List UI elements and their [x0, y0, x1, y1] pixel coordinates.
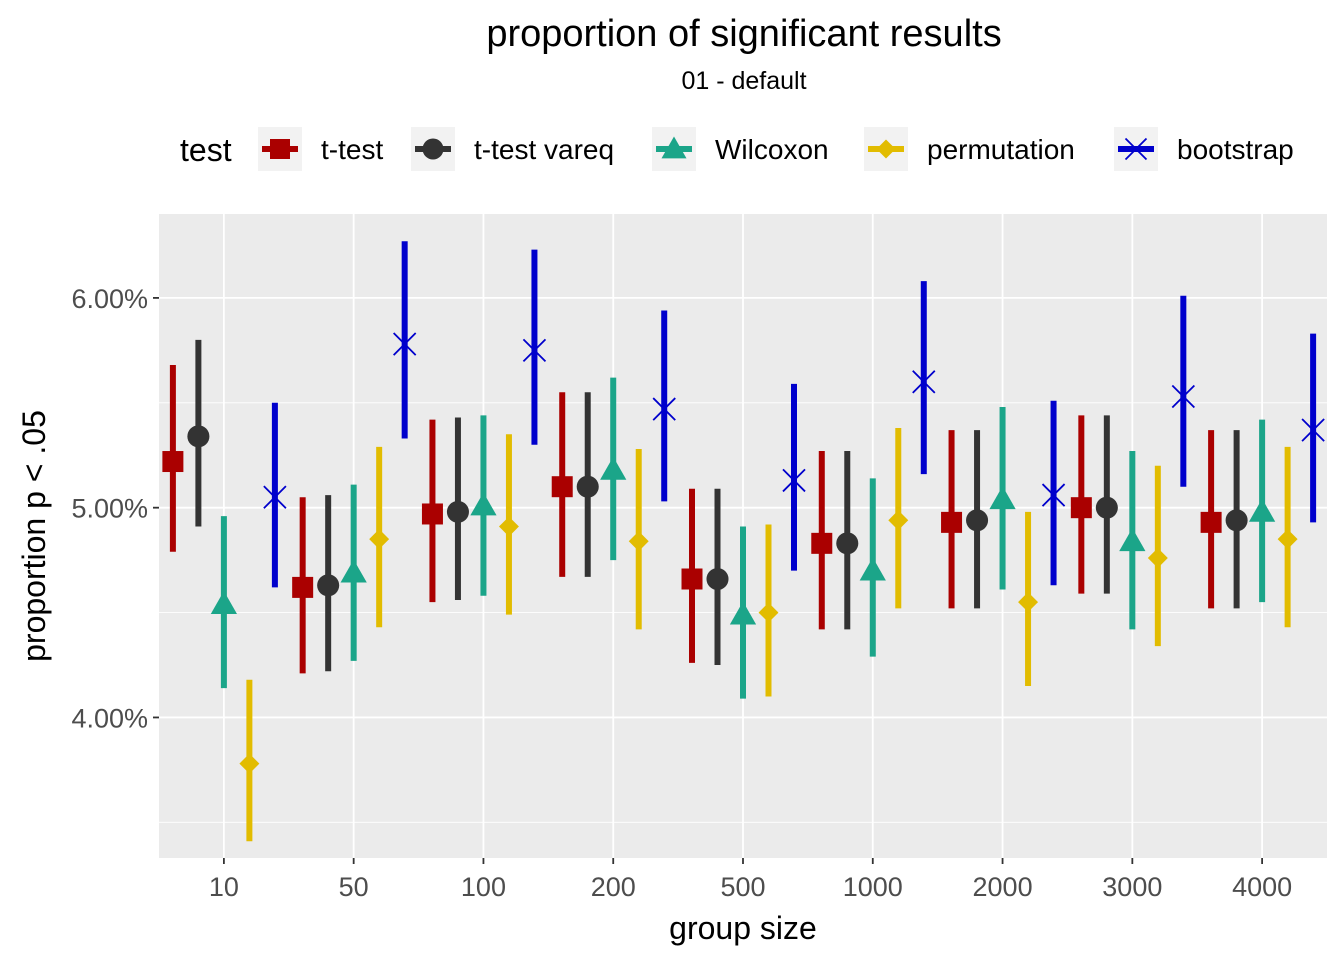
x-tick-label: 500 [720, 872, 765, 902]
legend-label: Wilcoxon [715, 134, 829, 165]
data-point [187, 425, 210, 448]
x-tick-label: 1000 [843, 872, 903, 902]
legend-item-bootstrap: bootstrap [1114, 127, 1294, 171]
data-point [729, 601, 757, 625]
legend-label: t-test vareq [474, 134, 614, 165]
legend-label: t-test [321, 134, 383, 165]
data-point [1301, 418, 1325, 442]
data-point [758, 602, 779, 623]
legend-item-permutation: permutation [864, 127, 1075, 171]
data-point [292, 576, 314, 598]
series-t-test [162, 365, 1222, 674]
legend-item-t-test: t-test [258, 127, 383, 171]
data-point [652, 397, 676, 421]
data-point [1277, 529, 1298, 550]
legend-key-marker [876, 139, 896, 159]
x-tick-label: 200 [591, 872, 636, 902]
y-tick-label: 5.00% [71, 494, 148, 524]
data-point [966, 509, 989, 532]
x-tick-label: 4000 [1232, 872, 1292, 902]
x-axis: 10 50 100 200 500 1000 2000 3000 4000 [209, 858, 1292, 902]
data-point [1248, 498, 1276, 522]
data-point [317, 574, 340, 597]
data-point [1041, 483, 1066, 507]
x-tick-label: 100 [461, 872, 506, 902]
data-point [941, 511, 963, 533]
data-point [1018, 592, 1039, 613]
y-tick-label: 6.00% [71, 284, 148, 314]
data-point [989, 486, 1016, 510]
legend-title: test [180, 132, 232, 168]
data-point [628, 531, 649, 552]
legend-key-marker [270, 139, 290, 159]
legend-label: bootstrap [1177, 134, 1294, 165]
data-point [210, 591, 238, 615]
data-point [782, 468, 806, 493]
x-tick-label: 10 [209, 872, 239, 902]
data-point [551, 476, 573, 498]
data-point [1171, 384, 1195, 409]
series-permutation [239, 427, 1298, 842]
legend-key-marker [422, 138, 444, 160]
x-tick-label: 2000 [973, 872, 1033, 902]
data-point [393, 332, 417, 356]
data-point [859, 557, 886, 581]
data-point [1095, 496, 1118, 519]
data-point [470, 492, 497, 516]
y-axis-title: proportion p < .05 [16, 410, 52, 662]
data-point [522, 338, 547, 363]
data-point [600, 456, 627, 480]
data-point [340, 559, 367, 583]
legend-key-marker [1124, 137, 1148, 161]
legend-label: permutation [927, 134, 1075, 165]
data-point [1119, 528, 1146, 552]
data-point [836, 532, 859, 555]
data-point [263, 485, 287, 509]
x-axis-title: group size [669, 910, 817, 946]
chart-subtitle: 01 - default [681, 67, 806, 95]
data-point [239, 753, 260, 774]
legend: test t-test t-test vareq Wilcoxon permutati… [180, 127, 1294, 171]
data-point [706, 567, 729, 591]
data-point [446, 500, 469, 523]
data-point [421, 503, 443, 525]
data-point [1147, 548, 1168, 569]
data-point [912, 370, 936, 394]
data-point [681, 568, 703, 590]
x-tick-label: 50 [339, 872, 369, 902]
y-tick-label: 4.00% [71, 703, 148, 733]
data-point [1225, 509, 1248, 532]
legend-item-t-test-vareq: t-test vareq [411, 127, 614, 171]
y-axis: 4.00% 5.00% 6.00% [71, 284, 159, 733]
data-point [369, 529, 390, 550]
data-point [1070, 497, 1092, 519]
data-point [576, 475, 599, 498]
data-point [162, 451, 184, 473]
data-point [888, 510, 909, 531]
series-t-test-vareq [187, 339, 1248, 672]
legend-item-wilcoxon: Wilcoxon [652, 127, 829, 171]
data-point [811, 532, 833, 554]
series-layer [162, 241, 1325, 842]
legend-key-marker [661, 136, 687, 159]
x-tick-label: 3000 [1102, 872, 1162, 902]
chart-title: proportion of significant results [486, 13, 1001, 55]
data-point [498, 516, 519, 537]
data-point [1200, 511, 1222, 533]
series-bootstrap [263, 241, 1325, 588]
series-wilcoxon [210, 377, 1276, 699]
